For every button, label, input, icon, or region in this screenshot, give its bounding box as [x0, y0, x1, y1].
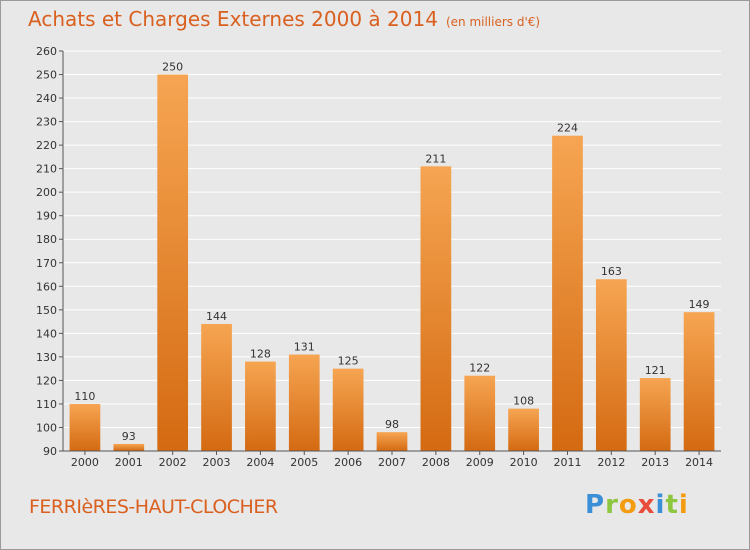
y-tick-label: 230	[36, 116, 57, 129]
bar-2008	[420, 166, 452, 451]
y-axis: 90 100 110 120 130 140 150 160 170 180 190 200 210 22…	[36, 45, 64, 458]
x-tick-label-2012: 2012	[597, 456, 625, 469]
y-tick-label: 120	[36, 374, 57, 387]
bar-2011	[552, 135, 583, 452]
x-tick-label-2007: 2007	[378, 456, 406, 469]
x-tick-label-2004: 2004	[246, 456, 274, 469]
bars: 110 93 250 144 128 131 125 98 211 122 108 224 163 121…	[69, 61, 715, 452]
x-tick-label-2008: 2008	[422, 456, 450, 469]
bar-2005	[288, 354, 320, 451]
data-label-2000: 110	[74, 390, 95, 403]
x-tick-label-2003: 2003	[203, 456, 231, 469]
bar-2003	[201, 323, 232, 451]
bar-2004	[245, 361, 276, 451]
unit-note: (en milliers d'€)	[445, 15, 541, 29]
x-tick-label-2014: 2014	[685, 456, 713, 469]
proxiti-logo: Proxiti	[585, 490, 689, 520]
logo-letter: i	[678, 490, 689, 520]
data-label-2009: 122	[469, 362, 490, 375]
bar-2006	[332, 368, 364, 451]
data-label-2008: 211	[425, 152, 446, 165]
bar-2002	[157, 74, 189, 451]
y-tick-label: 170	[36, 257, 57, 270]
data-label-2014: 149	[689, 298, 710, 311]
y-tick-label: 110	[36, 398, 57, 411]
data-label-2005: 131	[294, 341, 315, 354]
x-tick-label-2006: 2006	[334, 456, 362, 469]
data-label-2004: 128	[250, 348, 271, 361]
data-label-2002: 250	[162, 61, 183, 74]
data-label-2013: 121	[645, 364, 666, 377]
y-tick-label: 200	[36, 186, 57, 199]
bar-2014	[683, 312, 715, 451]
data-label-2012: 163	[601, 265, 622, 278]
y-tick-label: 260	[36, 45, 57, 58]
y-tick-label: 150	[36, 304, 57, 317]
x-tick-label-2009: 2009	[466, 456, 494, 469]
bar-2012	[595, 279, 627, 451]
bar-2000	[69, 403, 101, 451]
bar-2009	[464, 375, 496, 451]
town-name: FERRIèRES-HAUT-CLOCHER	[29, 496, 278, 518]
y-tick-label: 210	[36, 163, 57, 176]
data-label-2011: 224	[557, 122, 578, 135]
y-tick-label: 90	[43, 445, 57, 458]
logo-letter: i	[655, 490, 666, 520]
y-tick-label: 240	[36, 92, 57, 105]
data-label-2003: 144	[206, 310, 227, 323]
data-label-2001: 93	[122, 430, 136, 443]
y-tick-label: 250	[36, 69, 57, 82]
x-tick-label-2000: 2000	[71, 456, 99, 469]
y-tick-label: 100	[36, 421, 57, 434]
x-tick-label-2005: 2005	[290, 456, 318, 469]
x-tick-label-2010: 2010	[510, 456, 538, 469]
x-tick-label-2013: 2013	[641, 456, 669, 469]
y-tick-label: 220	[36, 139, 57, 152]
y-tick-label: 190	[36, 210, 57, 223]
data-label-2010: 108	[513, 395, 534, 408]
bar-2001	[113, 443, 145, 451]
x-tick-label-2002: 2002	[159, 456, 187, 469]
bar-2007	[376, 432, 408, 451]
data-label-2007: 98	[385, 418, 399, 431]
data-label-2006: 125	[338, 355, 359, 368]
bar-2013	[639, 378, 671, 451]
y-tick-label: 140	[36, 327, 57, 340]
y-tick-label: 130	[36, 351, 57, 364]
x-axis: 2000 2001 2002 2003 2004 2005 2006 2007 2008 2009…	[63, 450, 721, 469]
y-tick-label: 160	[36, 280, 57, 293]
chart-title-text: Achats et Charges Externes 2000 à 2014	[28, 7, 438, 31]
logo-letter: r	[605, 490, 619, 520]
chart-title: Achats et Charges Externes 2000 à 2014 (e…	[28, 7, 540, 31]
logo-letter: P	[585, 490, 606, 520]
x-tick-label-2001: 2001	[115, 456, 143, 469]
x-tick-label-2011: 2011	[553, 456, 581, 469]
logo-letter: x	[637, 490, 656, 520]
y-tick-label: 180	[36, 233, 57, 246]
logo-letter: o	[618, 490, 638, 520]
logo-letter: t	[665, 490, 679, 520]
bar-2010	[508, 408, 539, 451]
